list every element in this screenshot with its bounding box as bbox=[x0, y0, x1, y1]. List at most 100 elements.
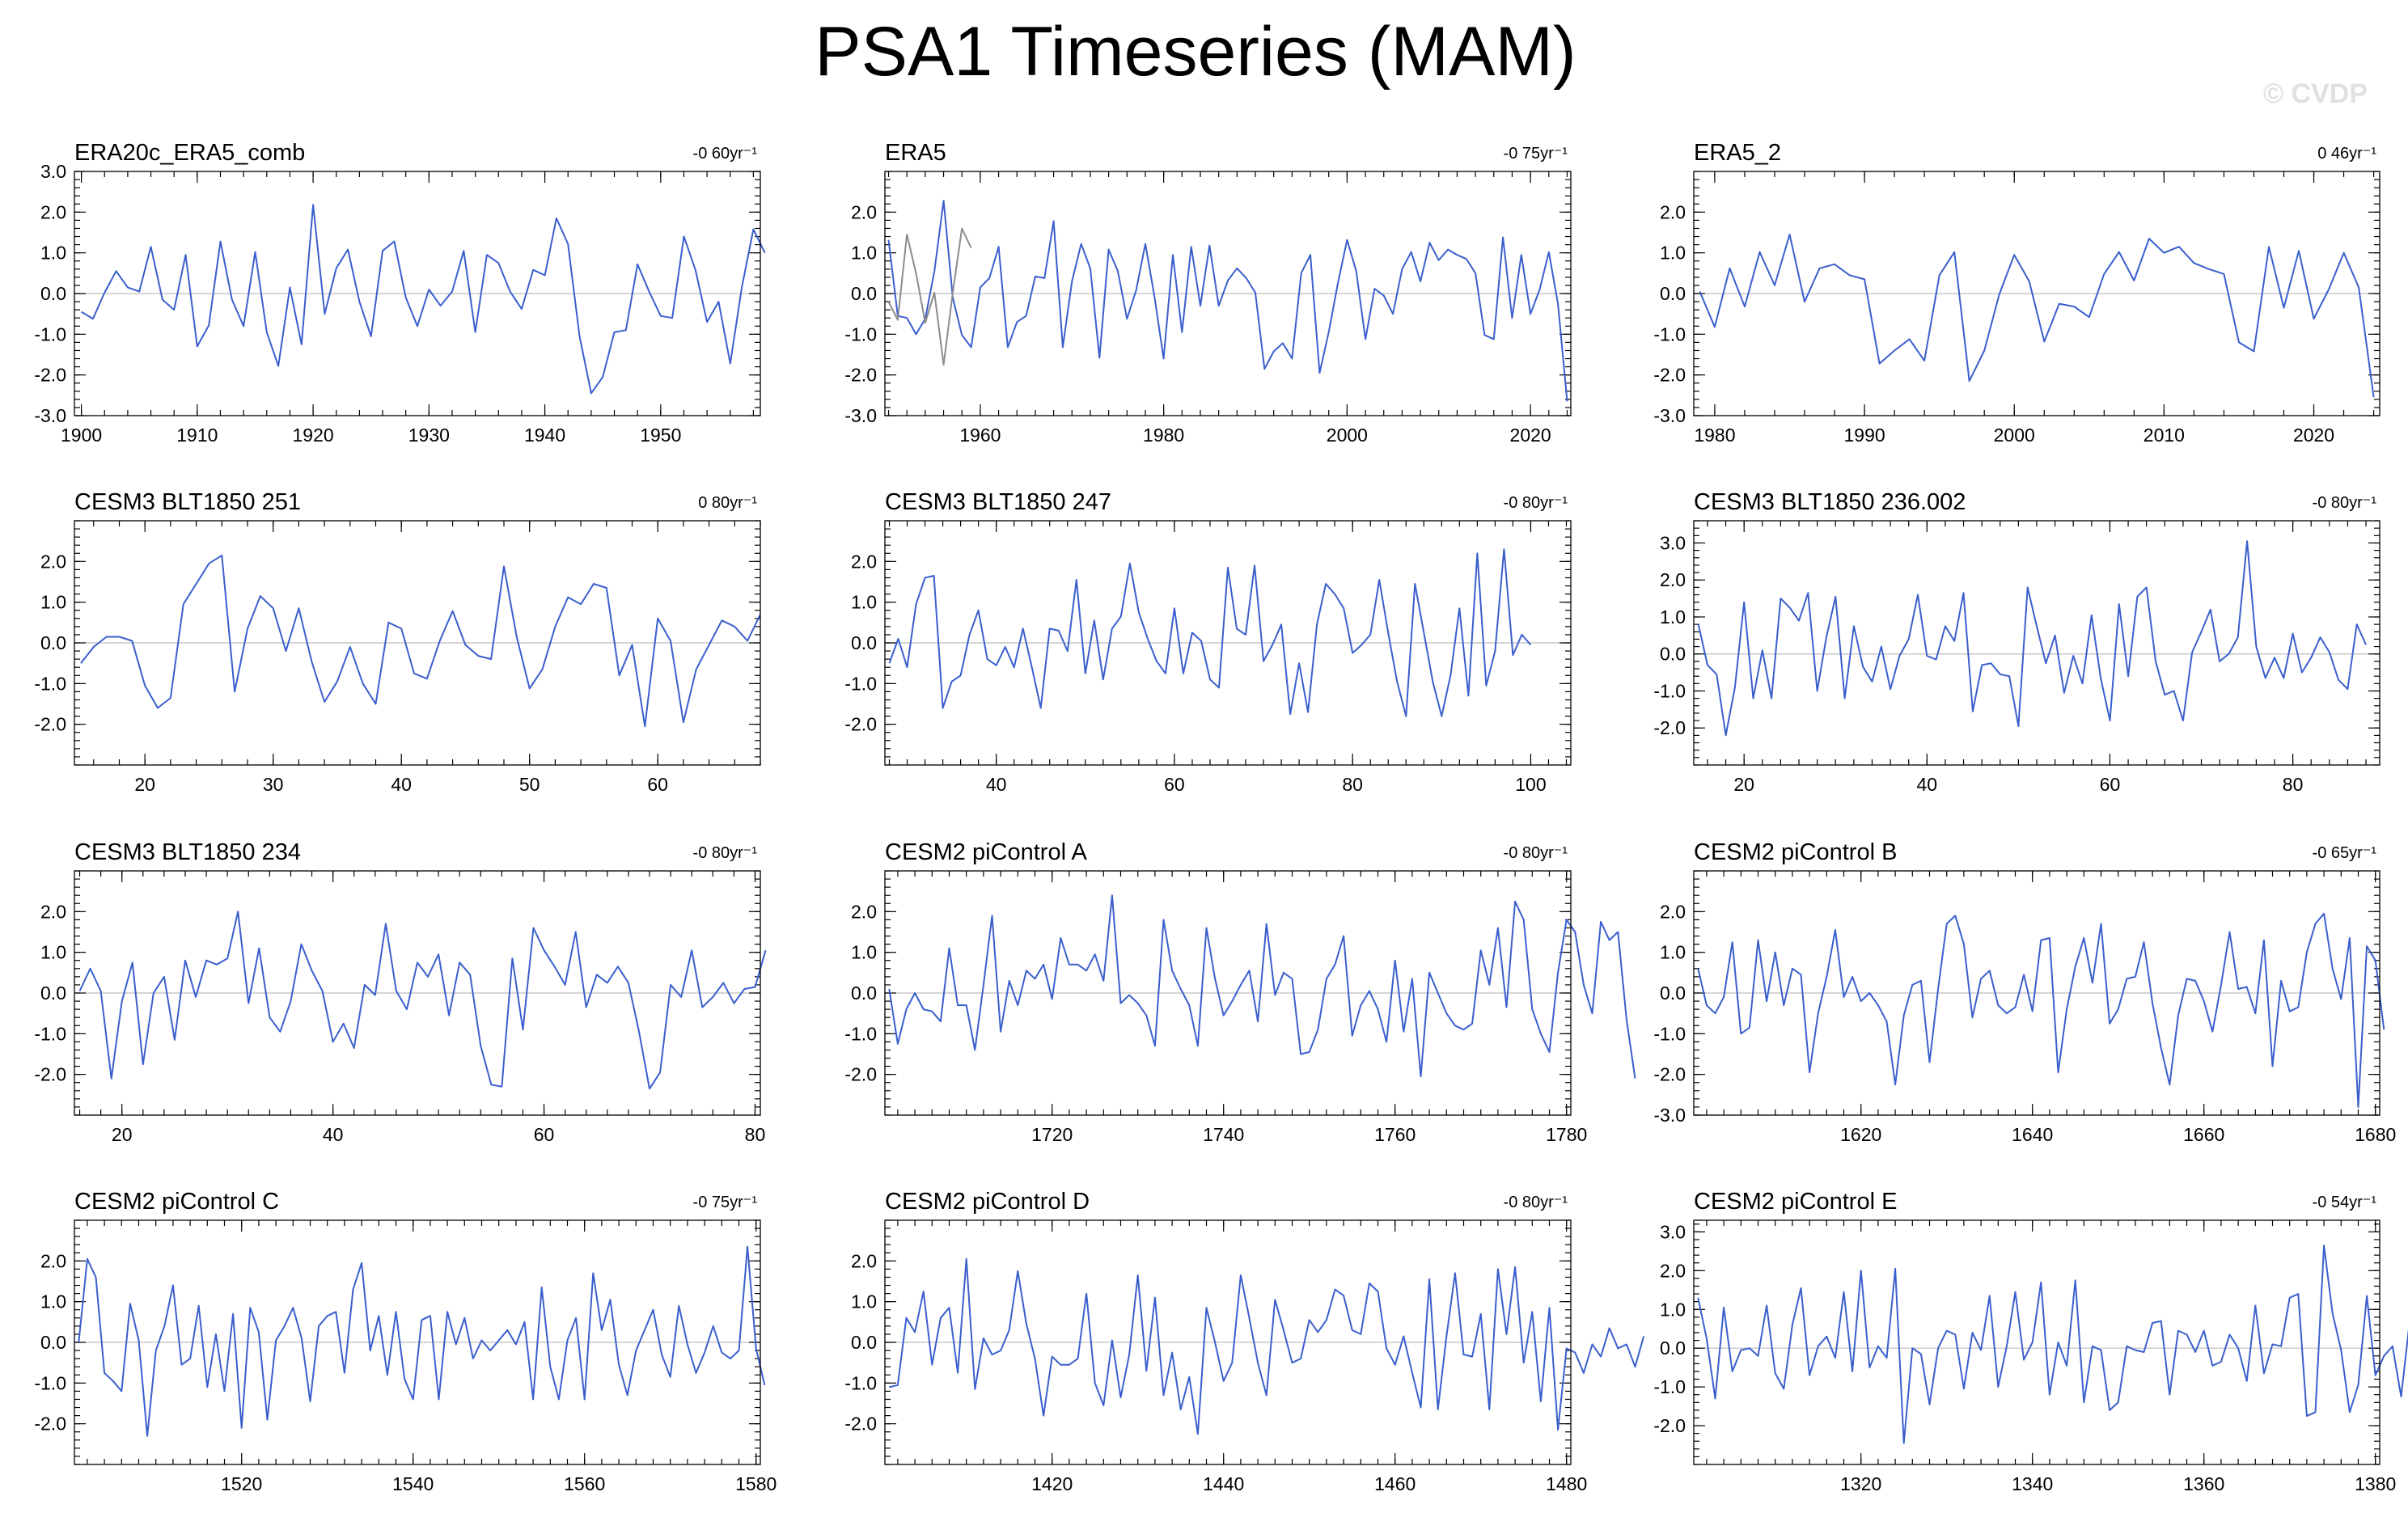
series-line bbox=[887, 200, 1568, 402]
x-tick-label: 1910 bbox=[176, 425, 218, 446]
series-line bbox=[1699, 234, 2375, 398]
plot-frame bbox=[884, 1219, 1572, 1465]
panel-title: CESM2 piControl C bbox=[74, 1189, 279, 1215]
plot-frame bbox=[74, 1219, 761, 1465]
x-tick-label: 1540 bbox=[392, 1473, 434, 1494]
panel-10: CESM2 piControl C -0 75yr⁻¹ -2.0 -1.0 0.0 1.0… bbox=[34, 1189, 777, 1494]
series-line bbox=[78, 911, 767, 1090]
x-tick-label: 60 bbox=[647, 774, 668, 795]
series-line bbox=[80, 554, 761, 728]
x-tick-label: 1560 bbox=[564, 1473, 605, 1494]
x-tick-label: 1950 bbox=[640, 425, 681, 446]
x-tick-label: 50 bbox=[519, 774, 540, 795]
series-line bbox=[78, 1245, 766, 1437]
panel-trend-label: -0 80yr⁻¹ bbox=[1504, 1194, 1568, 1211]
x-tick-label: 1780 bbox=[1546, 1124, 1587, 1145]
x-tick-label: 2000 bbox=[1994, 425, 2035, 446]
y-tick-label: 1.0 bbox=[1660, 942, 1686, 963]
panel-trend-label: 0 46yr⁻¹ bbox=[2317, 145, 2376, 163]
x-tick-label: 1640 bbox=[2012, 1124, 2053, 1145]
y-tick-label: -2.0 bbox=[1653, 1064, 1686, 1085]
y-tick-label: 1.0 bbox=[40, 592, 66, 613]
panel-5: CESM3 BLT1850 247 -0 80yr⁻¹ -2.0 -1.0 0.0 1.0… bbox=[844, 489, 1572, 795]
page-title: PSA1 Timeseries (MAM) bbox=[815, 13, 1576, 91]
x-tick-label: 1990 bbox=[1843, 425, 1885, 446]
x-tick-label: 1620 bbox=[1840, 1124, 1881, 1145]
x-tick-label: 1520 bbox=[221, 1473, 262, 1494]
y-tick-label: 2.0 bbox=[1660, 569, 1686, 590]
panel-title: CESM2 piControl D bbox=[885, 1189, 1090, 1215]
y-tick-label: -1.0 bbox=[34, 1372, 66, 1393]
panel-4: CESM3 BLT1850 251 0 80yr⁻¹ -2.0 -1.0 0.0 1.0 2… bbox=[34, 489, 761, 795]
panel-title: ERA5_2 bbox=[1694, 140, 1781, 166]
x-tick-label: 20 bbox=[1733, 774, 1754, 795]
y-tick-label: 2.0 bbox=[1660, 1260, 1686, 1281]
y-tick-label: 3.0 bbox=[1660, 1221, 1686, 1242]
panel-trend-label: -0 80yr⁻¹ bbox=[1504, 844, 1568, 862]
x-tick-label: 100 bbox=[1515, 774, 1546, 795]
panel-1: ERA20c_ERA5_comb -0 60yr⁻¹ -3.0 -2.0 -1.0 0.0… bbox=[34, 140, 766, 446]
y-tick-label: -1.0 bbox=[34, 323, 66, 344]
plot-frame bbox=[884, 870, 1572, 1116]
plot-frame bbox=[1693, 171, 2380, 416]
x-tick-label: 60 bbox=[1164, 774, 1185, 795]
y-tick-label: -2.0 bbox=[34, 365, 66, 386]
series-line bbox=[1697, 912, 2385, 1108]
y-tick-label: -1.0 bbox=[1653, 680, 1686, 701]
plot-frame bbox=[74, 520, 761, 766]
y-tick-label: 3.0 bbox=[1660, 532, 1686, 553]
y-tick-label: 0.0 bbox=[851, 283, 877, 304]
x-tick-label: 1320 bbox=[1840, 1473, 1881, 1494]
panel-12: CESM2 piControl E -0 54yr⁻¹ -2.0 -1.0 0.0 1.0… bbox=[1653, 1189, 2408, 1494]
x-tick-label: 80 bbox=[1342, 774, 1363, 795]
y-tick-label: 1.0 bbox=[40, 243, 66, 264]
y-tick-label: -1.0 bbox=[844, 1372, 877, 1393]
y-tick-label: 2.0 bbox=[851, 1250, 877, 1271]
watermark: © CVDP bbox=[2263, 78, 2368, 109]
y-tick-label: 2.0 bbox=[40, 551, 66, 572]
series-line bbox=[1697, 540, 2367, 737]
panel-6: CESM3 BLT1850 236.002 -0 80yr⁻¹ -2.0 -1.0 0.… bbox=[1653, 489, 2380, 795]
panel-9: CESM2 piControl B -0 65yr⁻¹ -3.0 -2.0 -1.0 0.… bbox=[1653, 839, 2396, 1145]
y-tick-label: -2.0 bbox=[1653, 717, 1686, 738]
x-tick-label: 2020 bbox=[2293, 425, 2334, 446]
y-tick-label: 0.0 bbox=[40, 283, 66, 304]
series-line bbox=[888, 894, 1636, 1079]
x-tick-label: 2010 bbox=[2144, 425, 2185, 446]
x-tick-label: 1940 bbox=[524, 425, 565, 446]
y-tick-label: -3.0 bbox=[34, 405, 66, 426]
x-tick-label: 1480 bbox=[1546, 1473, 1587, 1494]
x-tick-label: 1580 bbox=[735, 1473, 777, 1494]
y-tick-label: 0.0 bbox=[1660, 1337, 1686, 1359]
y-tick-label: -2.0 bbox=[844, 714, 877, 735]
x-tick-label: 40 bbox=[391, 774, 412, 795]
x-tick-label: 40 bbox=[323, 1124, 344, 1145]
x-tick-label: 1440 bbox=[1203, 1473, 1244, 1494]
x-tick-label: 1960 bbox=[959, 425, 1001, 446]
y-tick-label: -2.0 bbox=[34, 1064, 66, 1085]
x-tick-label: 1420 bbox=[1031, 1473, 1073, 1494]
panel-title: CESM2 piControl E bbox=[1694, 1189, 1897, 1215]
panel-title: ERA20c_ERA5_comb bbox=[74, 140, 305, 166]
panel-7: CESM3 BLT1850 234 -0 80yr⁻¹ -2.0 -1.0 0.0 1.0… bbox=[34, 839, 767, 1145]
panel-trend-label: -0 75yr⁻¹ bbox=[1504, 145, 1568, 163]
y-tick-label: 0.0 bbox=[851, 1332, 877, 1353]
panel-11: CESM2 piControl D -0 80yr⁻¹ -2.0 -1.0 0.0 1.0… bbox=[844, 1189, 1645, 1494]
panel-trend-label: -0 80yr⁻¹ bbox=[2313, 494, 2377, 512]
y-tick-label: 1.0 bbox=[851, 243, 877, 264]
y-tick-label: 1.0 bbox=[40, 1291, 66, 1312]
y-tick-label: 1.0 bbox=[40, 942, 66, 963]
y-tick-label: 2.0 bbox=[851, 901, 877, 922]
panel-title: CESM3 BLT1850 251 bbox=[74, 489, 301, 515]
y-tick-label: 0.0 bbox=[1660, 983, 1686, 1004]
y-tick-label: 2.0 bbox=[40, 201, 66, 222]
x-tick-label: 1340 bbox=[2012, 1473, 2053, 1494]
y-tick-label: 3.0 bbox=[40, 161, 66, 182]
y-tick-label: 1.0 bbox=[1660, 1299, 1686, 1320]
panel-grid: ERA20c_ERA5_comb -0 60yr⁻¹ -3.0 -2.0 -1.0 0.0… bbox=[34, 140, 2408, 1494]
y-tick-label: 1.0 bbox=[1660, 606, 1686, 628]
x-tick-label: 40 bbox=[986, 774, 1007, 795]
x-tick-label: 1720 bbox=[1031, 1124, 1073, 1145]
y-tick-label: 2.0 bbox=[851, 551, 877, 572]
x-tick-label: 1920 bbox=[292, 425, 333, 446]
